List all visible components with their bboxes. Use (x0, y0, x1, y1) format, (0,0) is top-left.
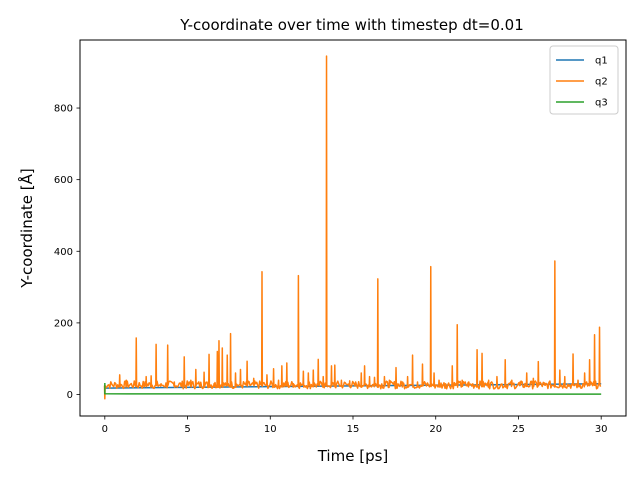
x-tick-label: 25 (512, 424, 525, 435)
x-tick-label: 0 (102, 424, 108, 435)
y-tick-label: 800 (54, 104, 73, 115)
y-tick-label: 200 (54, 318, 73, 329)
plot-frame (79, 39, 627, 417)
y-axis: 0 200 400 600 800 (54, 104, 80, 401)
legend-label-q1: q1 (595, 56, 608, 67)
legend-label-q2: q2 (595, 77, 608, 88)
y-tick-label: 0 (67, 390, 73, 401)
legend-box (549, 45, 619, 115)
x-tick-label: 5 (184, 424, 190, 435)
x-tick-label: 10 (264, 424, 277, 435)
x-tick-label: 20 (429, 424, 442, 435)
x-axis-title: Time [ps] (317, 447, 389, 465)
y-axis-title: Y-coordinate [Å] (17, 168, 36, 289)
legend: q1 q2 q3 (549, 45, 619, 115)
x-axis: 0 5 10 15 20 25 30 (102, 416, 608, 435)
series-line-q3 (104, 383, 602, 395)
chart-title: Y-coordinate over time with timestep dt=… (179, 16, 524, 34)
series-line-q2 (103, 55, 602, 400)
y-tick-label: 400 (54, 247, 73, 258)
series-layer (103, 55, 602, 400)
y-tick-label: 600 (54, 175, 73, 186)
x-tick-label: 15 (347, 424, 360, 435)
legend-label-q3: q3 (595, 98, 608, 109)
x-tick-label: 30 (595, 424, 608, 435)
